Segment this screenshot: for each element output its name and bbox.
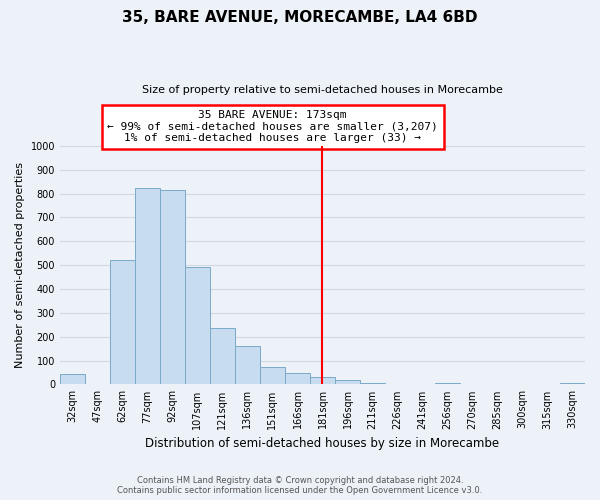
Title: Size of property relative to semi-detached houses in Morecambe: Size of property relative to semi-detach…	[142, 85, 503, 95]
Bar	[160, 190, 185, 384]
Bar	[235, 346, 260, 385]
Bar	[260, 366, 285, 384]
Bar	[60, 374, 85, 384]
Bar	[110, 260, 135, 384]
Bar	[310, 378, 335, 384]
Text: Contains HM Land Registry data © Crown copyright and database right 2024.
Contai: Contains HM Land Registry data © Crown c…	[118, 476, 482, 495]
Y-axis label: Number of semi-detached properties: Number of semi-detached properties	[15, 162, 25, 368]
Bar	[285, 374, 310, 384]
X-axis label: Distribution of semi-detached houses by size in Morecambe: Distribution of semi-detached houses by …	[145, 437, 500, 450]
Bar	[335, 380, 360, 384]
Bar	[435, 383, 460, 384]
Text: 35 BARE AVENUE: 173sqm
← 99% of semi-detached houses are smaller (3,207)
1% of s: 35 BARE AVENUE: 173sqm ← 99% of semi-det…	[107, 110, 438, 144]
Text: 35, BARE AVENUE, MORECAMBE, LA4 6BD: 35, BARE AVENUE, MORECAMBE, LA4 6BD	[122, 10, 478, 25]
Bar	[560, 383, 585, 384]
Bar	[360, 383, 385, 384]
Bar	[135, 188, 160, 384]
Bar	[210, 328, 235, 384]
Bar	[185, 267, 210, 384]
